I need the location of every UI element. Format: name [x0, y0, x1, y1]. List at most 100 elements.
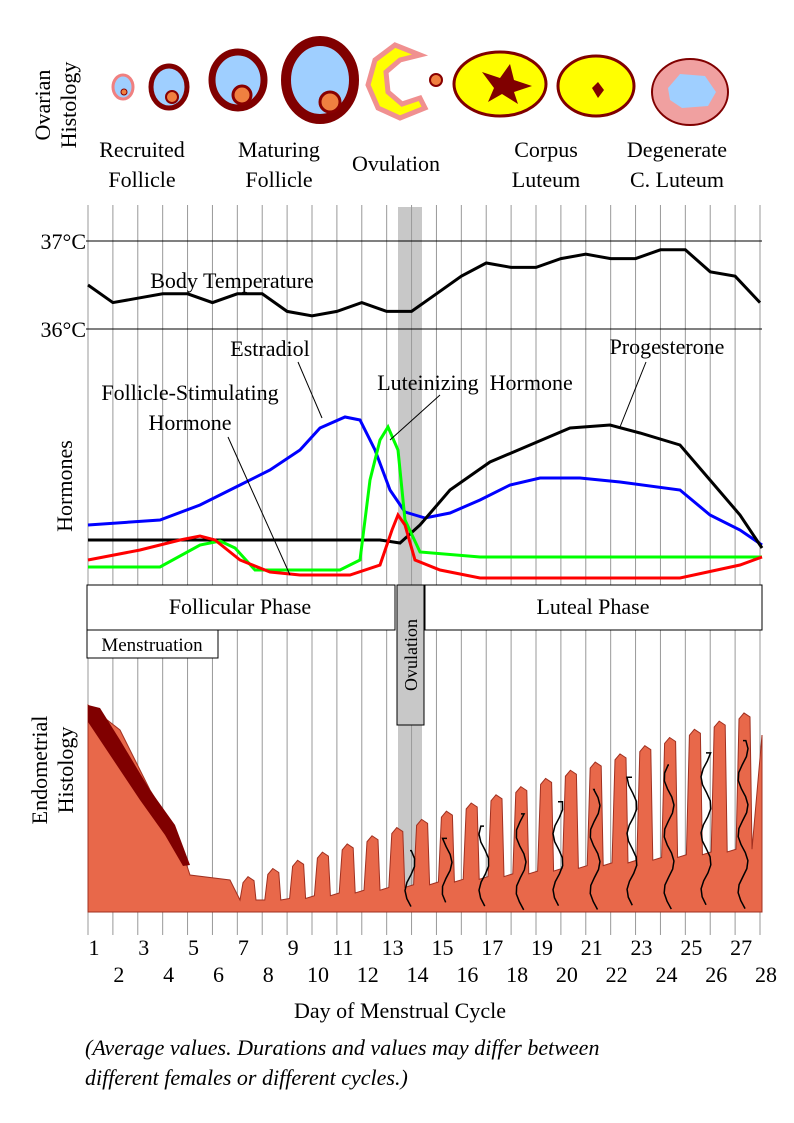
note: (Average values. Durations and values ma… — [85, 1035, 599, 1060]
day-label: 10 — [307, 962, 329, 987]
stage-label: Follicle — [108, 167, 175, 192]
gland — [515, 813, 527, 911]
stage-label: Follicle — [245, 167, 312, 192]
oocyte-icon — [429, 73, 443, 87]
pointer — [227, 436, 291, 576]
day-label: 13 — [382, 935, 404, 960]
hormone-label: Progesterone — [610, 334, 725, 359]
day-label: 26 — [705, 962, 727, 987]
oocyte-icon — [318, 90, 342, 114]
temperature-label: Body Temperature — [150, 268, 314, 293]
stage-label: Ovulation — [352, 151, 440, 176]
x-axis-title: Day of Menstrual Cycle — [294, 998, 506, 1023]
stage-label: Corpus — [514, 137, 578, 162]
temperature-curve — [87, 248, 762, 318]
gland — [552, 800, 564, 907]
temperature-tick-label: 36°C — [41, 317, 86, 342]
day-label: 28 — [755, 962, 777, 987]
day-label: 15 — [431, 935, 453, 960]
ruptured-follicle-icon — [365, 42, 429, 121]
day-label: 22 — [606, 962, 628, 987]
oocyte-icon — [120, 88, 128, 96]
lh-curve — [88, 423, 762, 572]
gland — [626, 776, 638, 906]
gland — [663, 764, 675, 910]
section-title: Histology — [53, 727, 78, 814]
phase-label: Menstruation — [101, 635, 203, 656]
corpus-center — [592, 82, 604, 98]
section-title: Ovarian — [30, 70, 55, 141]
day-label: 25 — [680, 935, 702, 960]
day-label: 5 — [188, 935, 199, 960]
phase-box — [424, 584, 763, 631]
phase-label: Luteal Phase — [536, 594, 649, 619]
stage-label: Degenerate — [627, 137, 727, 162]
day-label: 7 — [238, 935, 249, 960]
pointer — [297, 361, 323, 419]
oocyte-icon — [165, 90, 179, 104]
day-label: 19 — [531, 935, 553, 960]
stage-label: Recruited — [99, 137, 185, 162]
section-title: Endometrial — [27, 716, 52, 825]
menstrual-layer — [88, 705, 190, 866]
gland — [404, 849, 416, 907]
section-title: Hormones — [52, 440, 77, 532]
background-layer — [398, 207, 422, 912]
progesterone-curve — [88, 423, 764, 549]
pointer-lines — [227, 361, 647, 576]
day-label: 6 — [213, 962, 224, 987]
endometrium — [87, 703, 763, 913]
fsh-curve — [87, 511, 763, 580]
day-label: 2 — [113, 962, 124, 987]
stage-label: Luteum — [512, 167, 580, 192]
day-label: 23 — [631, 935, 653, 960]
section-title: Histology — [56, 62, 81, 149]
ovarian-icons — [111, 36, 729, 126]
day-label: 17 — [481, 935, 503, 960]
ovulation-box — [396, 584, 425, 726]
hormone-label: Follicle-Stimulating — [101, 380, 278, 405]
follicle-icon — [111, 73, 135, 101]
phase-box — [86, 629, 219, 659]
temperature-tick-label: 37°C — [41, 229, 86, 254]
day-label: 20 — [556, 962, 578, 987]
hormone-label: Hormone — [148, 410, 231, 435]
stage-label: Maturing — [238, 137, 320, 162]
gland — [737, 739, 749, 909]
x-axis: 1234567891011121314151617181920212223242… — [89, 935, 778, 987]
corpus-center — [482, 64, 532, 104]
hormone-label: Luteinizing Hormone — [377, 370, 573, 395]
degenerate-center — [668, 74, 716, 108]
temperature-panel: 36°C 37°C — [41, 229, 762, 342]
day-label: 9 — [288, 935, 299, 960]
pointer — [619, 361, 647, 428]
day-label: 3 — [138, 935, 149, 960]
phase-label: Ovulation — [401, 619, 421, 691]
day-label: 11 — [332, 935, 353, 960]
gland — [700, 752, 712, 906]
ovulation-band — [398, 207, 422, 912]
oocyte-icon — [231, 84, 253, 106]
pointer — [389, 394, 441, 441]
gland — [441, 837, 453, 903]
gland — [589, 788, 601, 910]
day-label: 12 — [357, 962, 379, 987]
day-label: 21 — [581, 935, 603, 960]
endometrium-tissue — [87, 703, 763, 913]
day-label: 16 — [456, 962, 478, 987]
day-label: 8 — [263, 962, 274, 987]
stage-label: C. Luteum — [630, 167, 724, 192]
hormone-curves — [87, 415, 764, 580]
hormone-label: Estradiol — [230, 336, 309, 361]
day-label: 18 — [506, 962, 528, 987]
gland — [478, 825, 490, 907]
day-label: 24 — [655, 962, 677, 987]
day-label: 14 — [407, 962, 429, 987]
phase-box — [86, 584, 396, 631]
day-label: 27 — [730, 935, 752, 960]
day-label: 1 — [89, 935, 100, 960]
phase-label: Follicular Phase — [169, 594, 311, 619]
note: different females or different cycles.) — [85, 1065, 408, 1090]
day-label: 4 — [163, 962, 174, 987]
